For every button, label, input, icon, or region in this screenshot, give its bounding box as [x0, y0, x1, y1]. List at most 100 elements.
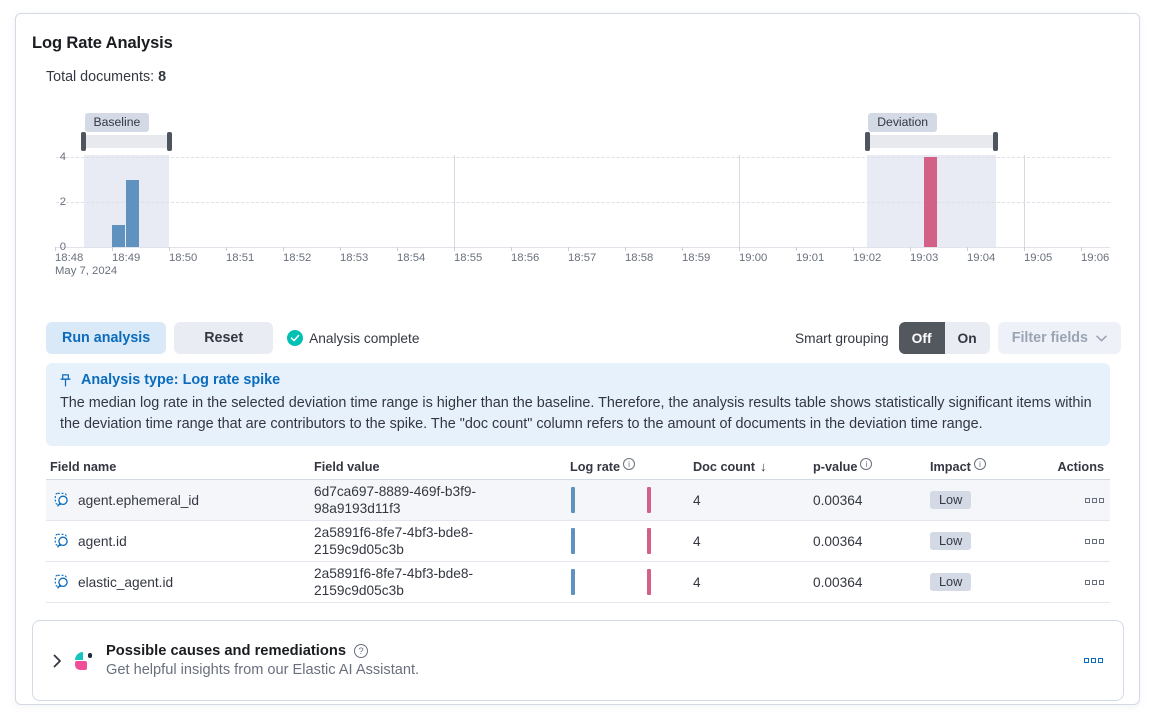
x-tickmark-1905 [1024, 247, 1025, 251]
mini-deviation-bar [647, 487, 651, 513]
info-icon[interactable]: i [860, 457, 873, 470]
chevron-down-icon [1096, 335, 1107, 341]
field-filter-icon[interactable] [54, 533, 70, 549]
x-tickmark-1853 [340, 247, 341, 251]
panel-actions-icon[interactable] [1084, 658, 1103, 663]
x-tickmark-1854 [397, 247, 398, 251]
x-axis-label-1906: 19:06 [1081, 252, 1110, 264]
baseline-brush-right-handle[interactable] [166, 132, 172, 151]
row-actions-icon[interactable] [1085, 579, 1104, 585]
reset-button[interactable]: Reset [174, 322, 274, 354]
column-header-field-name[interactable]: Field name [50, 459, 117, 474]
x-axis-label-1855: 18:55 [454, 252, 483, 264]
field-name: elastic_agent.id [78, 574, 174, 590]
info-icon[interactable]: i [973, 457, 986, 470]
field-value-cell: 2a5891f6-8fe7-4bf3-bde8-2159c9d05c3b [314, 525, 474, 557]
toolbar-right: Smart grouping Off On Filter fields [795, 322, 1121, 354]
mini-baseline-bar [571, 569, 575, 595]
table-header-row: Field name Field value Log rate i Doc count ↓… [46, 454, 1110, 480]
field-name-cell: agent.ephemeral_id [46, 492, 314, 508]
toolbar-left: Run analysis Reset Analysis complete [46, 322, 419, 354]
column-header-field-value[interactable]: Field value [314, 459, 380, 474]
log-rate-analysis-panel: Log Rate Analysis Total documents: 8 0 2 4… [15, 13, 1140, 705]
x-tickmark-1900 [739, 247, 740, 251]
x-tickmark-1903 [910, 247, 911, 251]
filter-fields-label: Filter fields [1011, 330, 1088, 346]
run-analysis-button[interactable]: Run analysis [46, 322, 167, 354]
possible-causes-panel[interactable]: Possible causes and remediations ? Get h… [32, 620, 1124, 701]
smart-grouping-on-button[interactable]: On [944, 322, 990, 354]
x-axis-label-1900: 19:00 [739, 252, 768, 264]
info-icon[interactable]: i [623, 457, 636, 470]
doc-count-chart[interactable]: 0 2 4 Baseline Deviation 18:48 18:49 18:50 18:51… [32, 102, 1124, 278]
baseline-brush[interactable] [83, 135, 169, 148]
log-rate-mini-chart [570, 567, 693, 597]
x-axis-label-1904: 19:04 [967, 252, 996, 264]
actions-cell [1050, 497, 1110, 503]
filter-fields-button[interactable]: Filter fields [997, 322, 1121, 354]
table-row[interactable]: elastic_agent.id 2a5891f6-8fe7-4bf3-bde8-… [46, 562, 1110, 603]
x-tickmark-1856 [511, 247, 512, 251]
table-row[interactable]: agent.id 2a5891f6-8fe7-4bf3-bde8-2159c9d0… [46, 521, 1110, 562]
check-icon [287, 330, 304, 346]
x-axis-label-1905: 19:05 [1024, 252, 1053, 264]
analysis-status-label: Analysis complete [309, 330, 420, 346]
possible-causes-title: Possible causes and remediations [106, 643, 346, 659]
field-filter-icon[interactable] [54, 492, 70, 508]
column-header-actions[interactable]: Actions [1057, 459, 1104, 474]
x-tickmark-1857 [568, 247, 569, 251]
doc-count-cell: 4 [693, 492, 701, 508]
deviation-brush-right-handle[interactable] [993, 132, 998, 151]
mini-baseline-bar [571, 528, 575, 554]
column-header-p-value[interactable]: p-value i [813, 457, 930, 474]
chevron-right-icon[interactable] [53, 654, 62, 668]
x-axis-label-1853: 18:53 [340, 252, 369, 264]
x-tickmark-1906 [1081, 247, 1082, 251]
p-value-cell: 0.00364 [813, 492, 863, 508]
field-name: agent.id [78, 533, 127, 549]
x-axis-label-1848: 18:48 [55, 252, 84, 264]
row-actions-icon[interactable] [1085, 497, 1104, 503]
impact-badge: Low [930, 573, 972, 591]
baseline-brush-left-handle[interactable] [81, 132, 86, 151]
row-actions-icon[interactable] [1085, 538, 1104, 544]
x-tickmark-1855 [454, 247, 455, 251]
callout-title: Analysis type: Log rate spike [81, 372, 281, 388]
sort-desc-icon[interactable]: ↓ [760, 459, 767, 474]
x-axis-label-1859: 18:59 [682, 252, 711, 264]
column-header-log-rate[interactable]: Log rate i [570, 457, 693, 474]
log-rate-mini-chart [570, 485, 693, 515]
y-axis-label-2: 2 [59, 196, 66, 208]
deviation-brush-left-handle[interactable] [864, 132, 870, 151]
log-rate-mini-chart [570, 526, 693, 556]
analysis-status: Analysis complete [287, 330, 419, 346]
y-gridline-2 [56, 202, 1110, 203]
field-filter-icon[interactable] [54, 574, 70, 590]
question-in-circle-icon[interactable]: ? [354, 644, 368, 658]
x-gridline-1900 [739, 155, 740, 247]
x-axis-label-1856: 18:56 [511, 252, 540, 264]
smart-grouping-toggle: Off On [898, 322, 990, 354]
y-gridline-0 [56, 247, 1110, 248]
x-axis-label-1854: 18:54 [397, 252, 426, 264]
field-value-cell: 6d7ca697-8889-469f-b3f9-98a9193d11f3 [314, 484, 477, 516]
actions-cell [1050, 579, 1110, 585]
x-axis-label-1903: 19:03 [910, 252, 939, 264]
doc-count-cell: 4 [693, 533, 701, 549]
possible-causes-text: Possible causes and remediations ? Get h… [106, 643, 419, 678]
impact-badge: Low [930, 491, 972, 509]
possible-causes-subtitle: Get helpful insights from our Elastic AI… [106, 662, 420, 678]
table-row[interactable]: agent.ephemeral_id 6d7ca697-8889-469f-b3f… [46, 480, 1110, 521]
mini-baseline-bar [571, 487, 575, 513]
analysis-type-callout: Analysis type: Log rate spike The median… [46, 363, 1110, 446]
impact-cell: Low [930, 532, 1050, 550]
x-axis-label-1849: 18:49 [112, 252, 141, 264]
column-header-doc-count[interactable]: Doc count ↓ [693, 459, 767, 474]
x-axis-label-1850: 18:50 [169, 252, 198, 264]
y-axis-label-0: 0 [59, 241, 66, 253]
x-tickmark-1852 [283, 247, 284, 251]
x-tickmark-1901 [796, 247, 797, 251]
column-header-impact[interactable]: Impact i [930, 457, 1050, 474]
smart-grouping-off-button[interactable]: Off [898, 322, 945, 354]
deviation-brush[interactable] [867, 135, 996, 148]
